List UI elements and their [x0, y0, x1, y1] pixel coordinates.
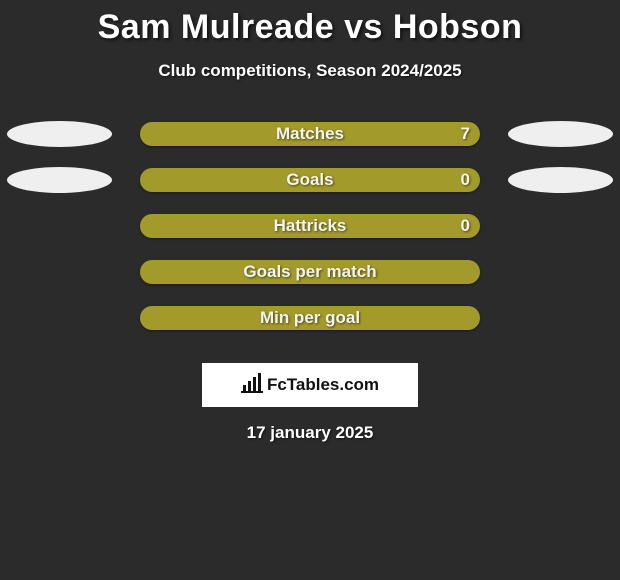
- stat-label: Min per goal: [260, 308, 360, 328]
- stat-label: Goals: [286, 170, 333, 190]
- stat-bar: Goals 0: [140, 168, 480, 192]
- player-left-marker: [7, 167, 112, 193]
- stat-bar: Hattricks 0: [140, 214, 480, 238]
- page-title: Sam Mulreade vs Hobson: [0, 0, 620, 47]
- stat-bar: Matches 7: [140, 122, 480, 146]
- stat-bar: Min per goal: [140, 306, 480, 330]
- logo-box: FcTables.com: [202, 363, 418, 407]
- stat-row: Min per goal: [0, 295, 620, 341]
- stat-label: Matches: [276, 124, 344, 144]
- stat-row: Goals 0: [0, 157, 620, 203]
- stat-value: 0: [461, 216, 470, 236]
- stat-value: 0: [461, 170, 470, 190]
- logo-chart-icon: [241, 373, 263, 398]
- player-right-marker: [508, 167, 613, 193]
- stat-row: Goals per match: [0, 249, 620, 295]
- player-left-marker: [7, 121, 112, 147]
- stat-value: 7: [461, 124, 470, 144]
- player-right-marker: [508, 121, 613, 147]
- stat-bar: Goals per match: [140, 260, 480, 284]
- comparison-chart: Matches 7 Goals 0 Hattricks 0 Goals per match M…: [0, 111, 620, 351]
- stat-label: Hattricks: [274, 216, 347, 236]
- stat-label: Goals per match: [243, 262, 376, 282]
- subtitle: Club competitions, Season 2024/2025: [0, 61, 620, 81]
- stat-row: Matches 7: [0, 111, 620, 157]
- date-label: 17 january 2025: [0, 423, 620, 443]
- logo-text: FcTables.com: [267, 375, 379, 395]
- stat-row: Hattricks 0: [0, 203, 620, 249]
